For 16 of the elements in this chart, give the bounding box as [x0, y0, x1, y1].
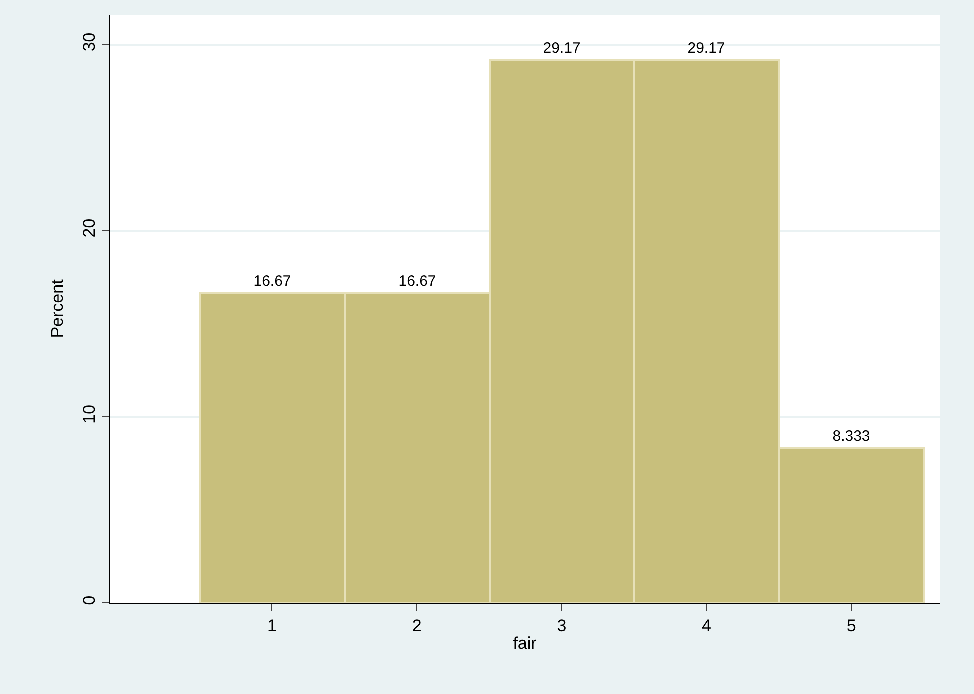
x-tick-label: 4 — [702, 616, 712, 636]
y-tick-label: 10 — [80, 404, 100, 424]
y-axis-title: Percent — [48, 279, 67, 338]
y-tick-label: 0 — [80, 596, 100, 606]
data-label: 8.333 — [832, 428, 870, 445]
x-tick-label: 1 — [267, 616, 277, 636]
x-tick-label: 5 — [846, 616, 856, 636]
y-tick-label: 20 — [80, 218, 100, 238]
x-tick-label: 3 — [557, 616, 567, 636]
data-label: 16.67 — [254, 273, 292, 290]
y-tick-label: 30 — [80, 32, 100, 52]
x-tick-label: 2 — [412, 616, 422, 636]
data-label: 16.67 — [398, 273, 436, 290]
x-axis-title: fair — [513, 634, 538, 653]
data-label: 29.17 — [543, 40, 581, 57]
data-label: 29.17 — [688, 40, 726, 57]
